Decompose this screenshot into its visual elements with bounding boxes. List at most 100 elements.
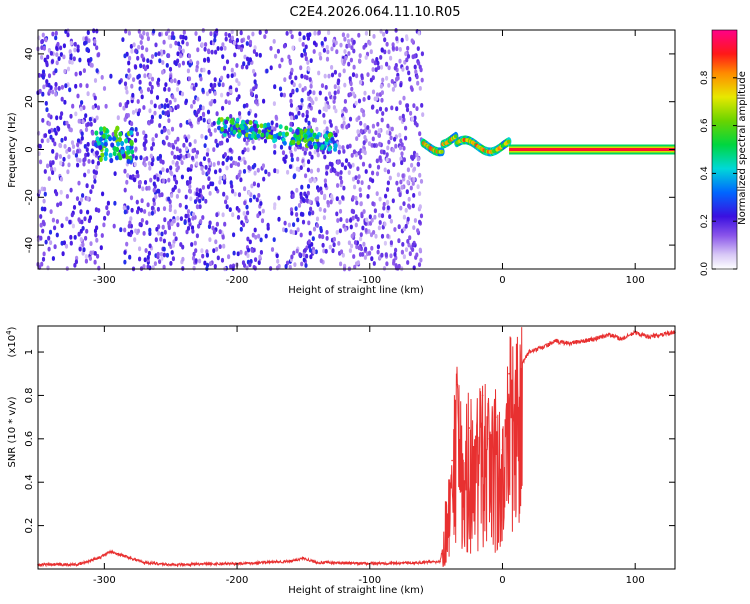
spectrogram-cell [225, 204, 229, 210]
spectrogram-cell [39, 159, 43, 165]
spectrogram-cell [399, 205, 403, 211]
spectrogram-cell [388, 214, 392, 220]
spectrogram-cell [153, 261, 157, 266]
spectrogram-cell [367, 129, 371, 134]
spectrogram-cell [124, 138, 129, 144]
spectrogram-cell [330, 137, 335, 142]
spectrogram-cell [59, 52, 64, 57]
spectrogram-cell [161, 60, 165, 65]
spectrogram-cell [125, 179, 129, 185]
spectrogram-cell [296, 156, 300, 162]
spectrogram-cell [324, 183, 328, 188]
spectrogram-cell [138, 79, 142, 85]
spectrogram-cell [401, 242, 405, 247]
spectrogram-cell [180, 160, 184, 166]
spectrogram-cell [47, 235, 51, 241]
spectrogram-cell [396, 172, 400, 178]
spectrogram-cell [209, 82, 213, 88]
spectrogram-cell [79, 209, 83, 215]
spectrogram-cell [350, 45, 354, 50]
spectrogram-cell [319, 55, 323, 61]
spectrogram-cell [307, 239, 311, 245]
spectrogram-cell [63, 120, 67, 126]
spectrogram-cell [46, 54, 50, 60]
spectrogram-cell [418, 172, 422, 178]
spectrogram-cell [69, 53, 73, 58]
spectrogram-cell [77, 118, 81, 124]
spectrogram-cell [292, 82, 296, 88]
spectrogram-cell [416, 80, 420, 86]
spectrogram-cell [323, 193, 327, 199]
spectrogram-cell [84, 127, 89, 132]
spectrogram-cell [330, 162, 334, 167]
spectrogram-cell [220, 75, 224, 81]
spectrogram-cell [382, 205, 386, 211]
spectrogram-cell [124, 103, 129, 109]
spectrogram-cell [222, 243, 226, 249]
spectrogram-cell [246, 147, 250, 153]
spectrogram-cell [144, 248, 148, 253]
spectrogram-cell [158, 123, 162, 128]
spectrogram-cell [398, 145, 403, 151]
spectrogram-cell [194, 248, 198, 254]
spectrogram-cell [84, 113, 88, 118]
spectrogram-cell [362, 209, 366, 214]
spectrogram-cell [167, 87, 171, 92]
spectrogram-cell [368, 41, 372, 46]
y-tick-label: 0.8 [24, 387, 35, 403]
spectrogram-cell [266, 222, 270, 228]
spectrogram-cell [192, 212, 196, 217]
spectrogram-cell [220, 140, 224, 146]
spectrogram-cell [290, 211, 294, 216]
spectrogram-cell [51, 149, 55, 154]
spectrogram-cell [299, 65, 303, 71]
spectrogram-cell [312, 40, 317, 46]
spectrogram-cell [45, 107, 49, 113]
spectrogram-cell [296, 217, 300, 223]
spectrogram-cell [404, 125, 408, 131]
spectrogram-cell [233, 72, 237, 77]
spectrogram-cell [167, 53, 171, 59]
spectrogram-cell [40, 39, 44, 45]
spectrogram-cell [242, 211, 246, 216]
spectrogram-cell [71, 103, 75, 109]
spectrogram-cell [277, 216, 281, 222]
spectrogram-cell [191, 228, 195, 234]
spectrogram-cell [394, 143, 398, 149]
snr-data-point [422, 561, 424, 564]
spectrogram-cell [348, 116, 353, 122]
spectrogram-cell [405, 189, 409, 195]
x-tick-label: -300 [93, 575, 116, 586]
spectrogram-cell [405, 65, 409, 71]
spectrogram-cell [219, 117, 224, 122]
spectrogram-cell [201, 185, 205, 190]
snr-x-label: Height of straight line (km) [288, 585, 424, 596]
spectrogram-cell [407, 242, 411, 248]
spectrogram-cell [152, 181, 156, 187]
spectrogram-cell [171, 31, 175, 36]
colorbar-label: Normalized spectral amplitude [737, 71, 748, 225]
spectrogram-cell [251, 31, 255, 37]
spectrogram-cell [404, 51, 408, 57]
spectrogram-cell [204, 135, 208, 141]
spectrogram-cell [284, 264, 288, 269]
spectrogram-cell [354, 214, 358, 220]
spectrogram-cell [113, 200, 117, 206]
spectrogram-cell [67, 162, 71, 168]
spectrogram-cell [283, 159, 287, 164]
spectrogram-cell [418, 204, 422, 210]
spectrogram-cell [229, 88, 233, 94]
spectrogram-cell [73, 47, 77, 53]
spectrogram-cell [78, 70, 82, 76]
spectrogram-cell [83, 216, 87, 222]
spectrogram-cell [68, 87, 72, 93]
spectrogram-cell [363, 255, 367, 260]
spectrogram-cell [152, 187, 156, 193]
spectrogram-cell [298, 31, 302, 37]
colorbar-tick-label: 0.0 [700, 262, 710, 277]
spectrogram-cell [145, 220, 149, 226]
spectrogram-cell [225, 138, 229, 143]
spectrogram-cell [262, 98, 266, 104]
spectrogram-cell [335, 230, 339, 235]
spectrogram-cell [307, 66, 311, 72]
